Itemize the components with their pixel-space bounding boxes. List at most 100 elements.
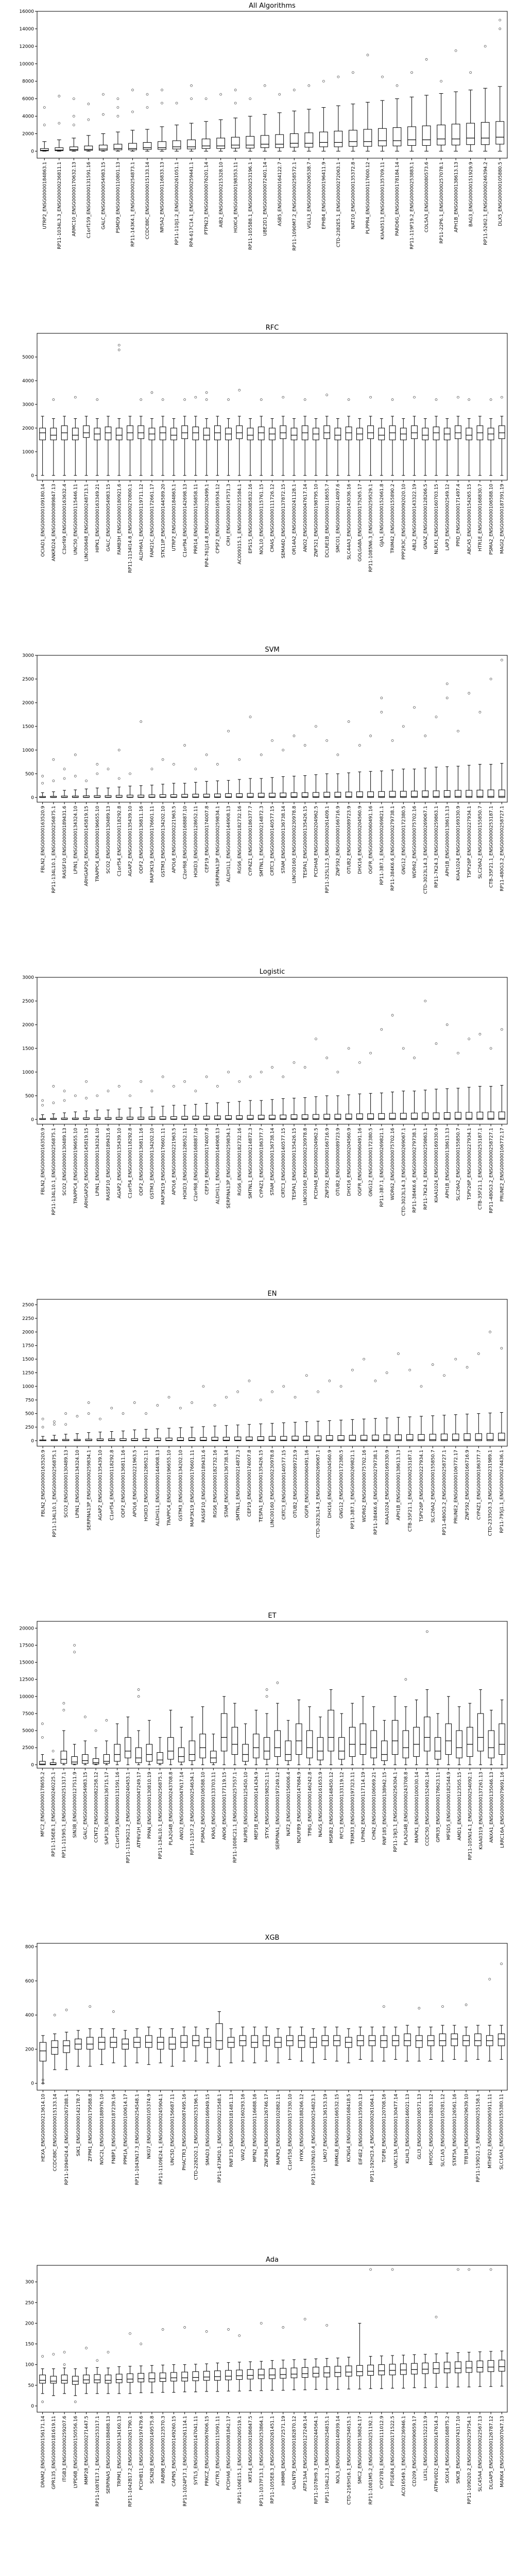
x-tick-label: ATP13A4_ENSG00000127249.14 [303, 2416, 308, 2492]
outlier-point [248, 1379, 251, 1382]
outlier-point [336, 753, 339, 756]
x-tick-label: CRTC3_ENSG00000140577.15 [282, 1450, 287, 1520]
outlier-point [76, 1415, 79, 1418]
outlier-point [117, 777, 121, 780]
x-tick-label: UNC50_ENSG00000115446.11 [73, 484, 78, 555]
outlier-point [194, 768, 197, 771]
outlier-point [167, 1396, 170, 1399]
y-tick-label: 600 [25, 1979, 34, 1984]
x-tick-label: ALDH1L1_ENSG00000144908.13 [227, 806, 232, 882]
x-tick-label: C1orf54_ENSG00000118292.8 [128, 1128, 133, 1198]
outlier-point [489, 677, 492, 681]
x-tick-label: SERPINA13P_ENSG00000259834.1 [215, 806, 220, 887]
box [192, 793, 199, 798]
x-tick-label: ACTR3_ENSG00000115091.11 [215, 2416, 220, 2486]
outlier-point [62, 1702, 65, 1705]
x-tick-label: OCIAD1_ENSG00000109180.14 [41, 484, 46, 557]
outlier-point [116, 106, 119, 109]
outlier-point [41, 2400, 44, 2403]
outlier-point [116, 115, 119, 117]
x-tick-label: PLPPR4_ENSG00000117600.12 [366, 162, 371, 234]
outlier-point [74, 396, 77, 399]
x-tick-label: FBLN2_ENSG00000163520.9 [41, 806, 46, 873]
outlier-point [52, 1101, 55, 1105]
outlier-point [72, 97, 75, 100]
outlier-point [397, 1352, 400, 1355]
box [55, 147, 64, 151]
box [326, 1435, 333, 1441]
x-tick-label: ITGB3_ENSG00000259207.6 [62, 2416, 67, 2482]
outlier-point [173, 763, 175, 766]
y-tick-label: 1250 [22, 1371, 34, 1376]
x-tick-label: TRIM42_ENSG00000155890.2 [390, 484, 396, 554]
x-tick-label: ODF2_ENSG00000136811.16 [139, 1128, 144, 1196]
outlier-point [363, 1358, 366, 1361]
outlier-point [500, 1028, 503, 1031]
x-tick-label: RP11-134L10.1_ENSG00000256875.1 [52, 806, 57, 893]
y-tick-label: 6000 [22, 97, 34, 102]
x-tick-label: GSTM3_ENSG00000134202.10 [161, 806, 166, 877]
outlier-point [146, 106, 149, 109]
x-tick-label: HEXA_ENSG00000213614.10 [41, 2094, 46, 2162]
x-tick-label: SAP130_ENSG00000136715.17 [105, 1772, 110, 1845]
x-tick-label: ANO2_ENSG00000047617.14 [303, 484, 308, 552]
outlier-point [105, 1719, 108, 1722]
box [499, 425, 505, 439]
outlier-point [337, 75, 340, 78]
x-tick-label: CTD-3023L14.3_ENSG00000269067.1 [423, 806, 428, 894]
y-tick-label: 12000 [19, 44, 34, 49]
x-tick-label: RP11-3B7.1_ENSG00000269821.1 [380, 806, 385, 885]
x-tick-label: LPHN2_ENSG00000117114.19 [361, 1772, 366, 1842]
box [280, 1436, 287, 1441]
outlier-point [41, 2355, 44, 2358]
box [50, 2376, 57, 2384]
x-tick-label: KRAS_ENSG00000133703.11 [212, 1772, 217, 1839]
box [356, 2365, 363, 2376]
outlier-point [396, 84, 399, 87]
x-tick-label: ANO2_ENSG00000047617.14 [179, 1772, 184, 1840]
outlier-point [140, 398, 143, 401]
box [499, 2360, 505, 2372]
box [349, 1726, 356, 1757]
outlier-point [303, 1066, 306, 1069]
box [203, 2371, 210, 2381]
x-tick-label: RP11-1134I14.8_ENSG00000270800.1 [128, 484, 133, 573]
x-tick-label: RP11-1078H9.3_ENSG00000244564.1 [314, 2416, 319, 2504]
outlier-point [53, 2013, 56, 2016]
x-tick-label: MEP1B_ENSG00000141434.9 [254, 1772, 260, 1840]
y-tick-label: 2500 [22, 1745, 34, 1751]
outlier-point [271, 1066, 273, 1069]
outlier-point [322, 80, 325, 83]
box [258, 1115, 265, 1120]
y-tick-label: 3000 [22, 975, 34, 980]
box [260, 135, 269, 148]
outlier-point [161, 89, 163, 92]
x-tick-label: C1orf158_ENSG00000157330.10 [288, 2094, 293, 2171]
outlier-point [369, 734, 372, 737]
x-tick-label: AMD1_ENSG00000123505.15 [457, 1772, 462, 1840]
box [192, 2371, 199, 2381]
outlier-point [41, 775, 44, 777]
box [378, 428, 385, 440]
outlier-point [63, 2351, 66, 2353]
outlier-point [457, 396, 459, 399]
x-tick-label: TPBG_ENSG00000146242.8 [307, 1772, 313, 1837]
box [234, 1436, 242, 1441]
box [138, 2373, 145, 2382]
box [167, 1737, 174, 1760]
box [392, 127, 402, 146]
x-tick-label: MFC2_ENSG00000178655.2 [41, 1772, 46, 1837]
box [269, 793, 276, 798]
x-tick-label: GSTM3_ENSG00000134202.10 [150, 1128, 155, 1199]
x-tick-label: RGS6_ENSG00000182732.16 [237, 806, 243, 874]
x-tick-label: MFN2_ENSG00000116688.16 [252, 2094, 258, 2162]
x-tick-label: CTD-2282O2.1_ENSG00000253196.1 [194, 2094, 199, 2180]
outlier-point [161, 758, 164, 761]
outlier-point [413, 1056, 416, 1059]
outlier-point [347, 398, 350, 401]
y-tick-label: 7500 [22, 1711, 34, 1717]
x-tick-label: HMMR_ENSG00000072571.19 [281, 2416, 286, 2486]
x-tick-label: RP11-795J1.1_ENSG00000274436.1 [500, 1450, 505, 1533]
outlier-point [205, 1075, 208, 1078]
